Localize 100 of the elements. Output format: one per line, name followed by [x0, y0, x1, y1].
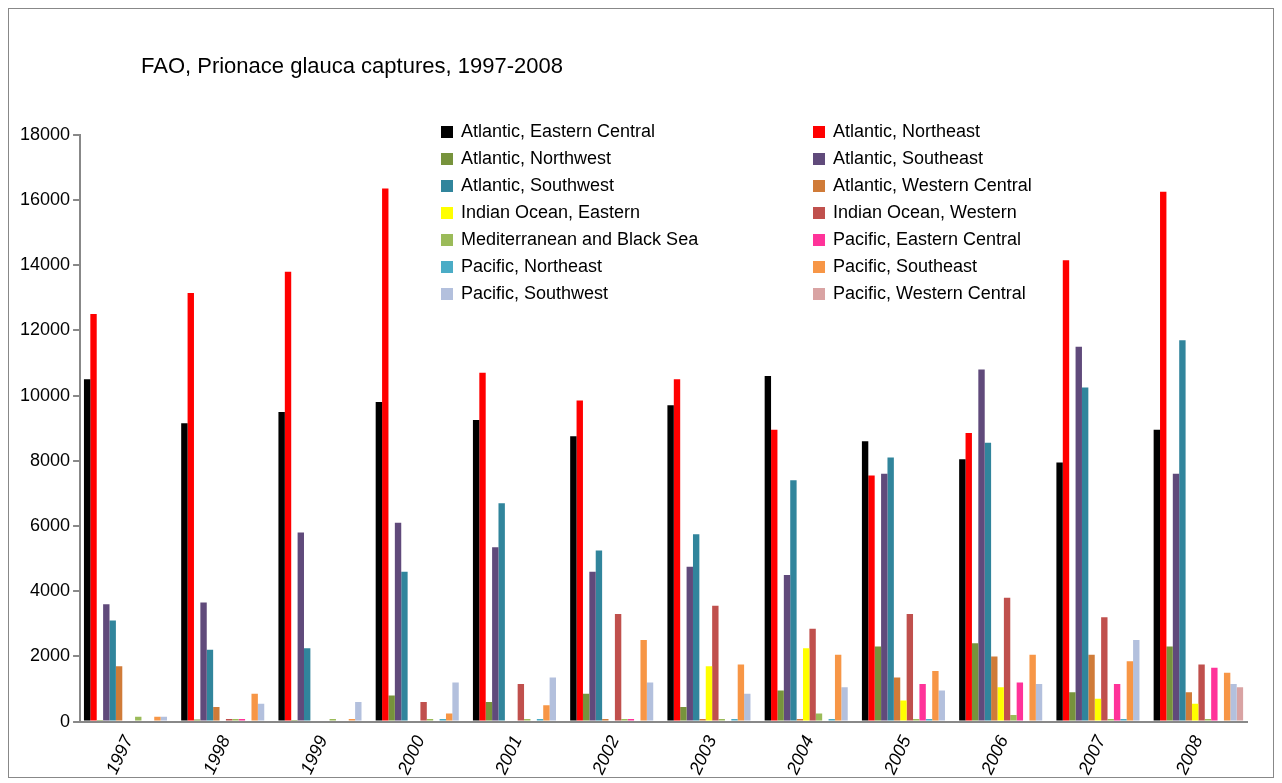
bar: [680, 706, 687, 721]
bar: [900, 700, 907, 721]
bar: [705, 666, 713, 721]
bar: [906, 614, 914, 721]
bar: [549, 677, 556, 721]
legend-label: Mediterranean and Black Sea: [461, 229, 699, 250]
bar: [971, 643, 979, 721]
legend-label: Atlantic, Northeast: [833, 121, 981, 142]
bar: [472, 420, 480, 721]
bar: [543, 705, 550, 721]
bar: [777, 690, 784, 721]
bar: [841, 687, 848, 721]
bar: [576, 400, 583, 721]
y-tick-label: 6000: [30, 514, 71, 535]
bar: [744, 693, 751, 721]
bar: [517, 684, 525, 721]
bar: [388, 695, 395, 721]
bar: [640, 640, 647, 721]
legend-label: Atlantic, Southwest: [461, 175, 615, 196]
bar: [667, 405, 674, 721]
bar: [1081, 387, 1089, 721]
bar: [1113, 684, 1121, 721]
bar: [1191, 703, 1199, 721]
x-tick-label: 1998: [199, 732, 235, 778]
x-tick-label: 1997: [101, 731, 138, 778]
bar: [790, 480, 797, 721]
legend-label: Atlantic, Western Central: [833, 175, 1032, 196]
bar: [965, 433, 972, 721]
x-tick-label: 1999: [296, 732, 332, 778]
bar: [692, 534, 700, 721]
bar: [154, 716, 161, 721]
legend-label: Pacific, Eastern Central: [833, 229, 1022, 250]
bar: [278, 411, 285, 721]
bar: [1198, 664, 1205, 721]
bar: [445, 713, 453, 721]
bar: [764, 376, 772, 721]
bar: [297, 532, 304, 721]
legend-label: Pacific, Southwest: [461, 283, 609, 304]
bar: [984, 442, 992, 721]
y-tick-label: 4000: [30, 580, 71, 601]
bar: [1016, 682, 1024, 721]
bar: [1153, 429, 1161, 721]
bar: [570, 436, 577, 721]
legend-label: Pacific, Southeast: [833, 256, 978, 277]
bar: [809, 628, 816, 721]
bar: [420, 702, 427, 721]
legend-label: Pacific, Western Central: [833, 283, 1026, 304]
bar: [382, 188, 389, 721]
bar: [1075, 346, 1082, 721]
bar: [1166, 646, 1173, 721]
bar: [135, 716, 142, 721]
bar: [103, 604, 110, 721]
bar: [1003, 597, 1011, 721]
bar: [646, 682, 654, 721]
bar: [485, 702, 493, 721]
bar: [83, 379, 91, 721]
bar: [181, 423, 188, 721]
legend-label: Atlantic, Northwest: [461, 148, 612, 169]
bar: [1056, 462, 1063, 721]
bar: [394, 522, 402, 721]
bar: [932, 671, 939, 721]
bar: [492, 547, 499, 721]
bar: [498, 503, 505, 721]
bar: [90, 314, 97, 721]
x-tick-label: 2002: [587, 732, 624, 779]
y-tick-label: 10000: [19, 384, 71, 405]
x-tick-label: 2008: [1171, 732, 1207, 779]
bar: [1172, 473, 1180, 721]
x-tick-label: 2006: [976, 731, 1013, 779]
y-tick-label: 8000: [30, 449, 71, 470]
bar: [452, 682, 459, 721]
bar: [1126, 661, 1134, 721]
bar: [712, 605, 719, 721]
y-tick-label: 18000: [19, 123, 71, 144]
bar: [160, 716, 168, 721]
bar: [1062, 260, 1070, 721]
bar: [251, 693, 258, 721]
y-tick-label: 12000: [19, 319, 71, 340]
bar: [1185, 692, 1192, 721]
x-tick-label: 2005: [879, 731, 916, 779]
legend-label: Atlantic, Southeast: [833, 148, 984, 169]
bar: [771, 429, 778, 721]
bar: [187, 292, 194, 721]
bar: [206, 649, 214, 721]
bar: [803, 648, 810, 721]
y-tick-label: 2000: [30, 645, 71, 666]
legend-label: Indian Ocean, Western: [833, 202, 1017, 223]
x-tick-label: 2004: [782, 732, 818, 779]
bar: [284, 271, 292, 721]
bar: [1035, 684, 1043, 721]
bar: [834, 654, 842, 721]
bar: [355, 702, 362, 721]
bar: [1211, 667, 1218, 721]
bar: [997, 687, 1004, 721]
bar: [1069, 692, 1076, 721]
bar: [959, 459, 966, 721]
bar: [1133, 640, 1140, 721]
bar: [881, 473, 888, 721]
x-tick-label: 2001: [490, 732, 526, 779]
bar: [479, 372, 486, 721]
